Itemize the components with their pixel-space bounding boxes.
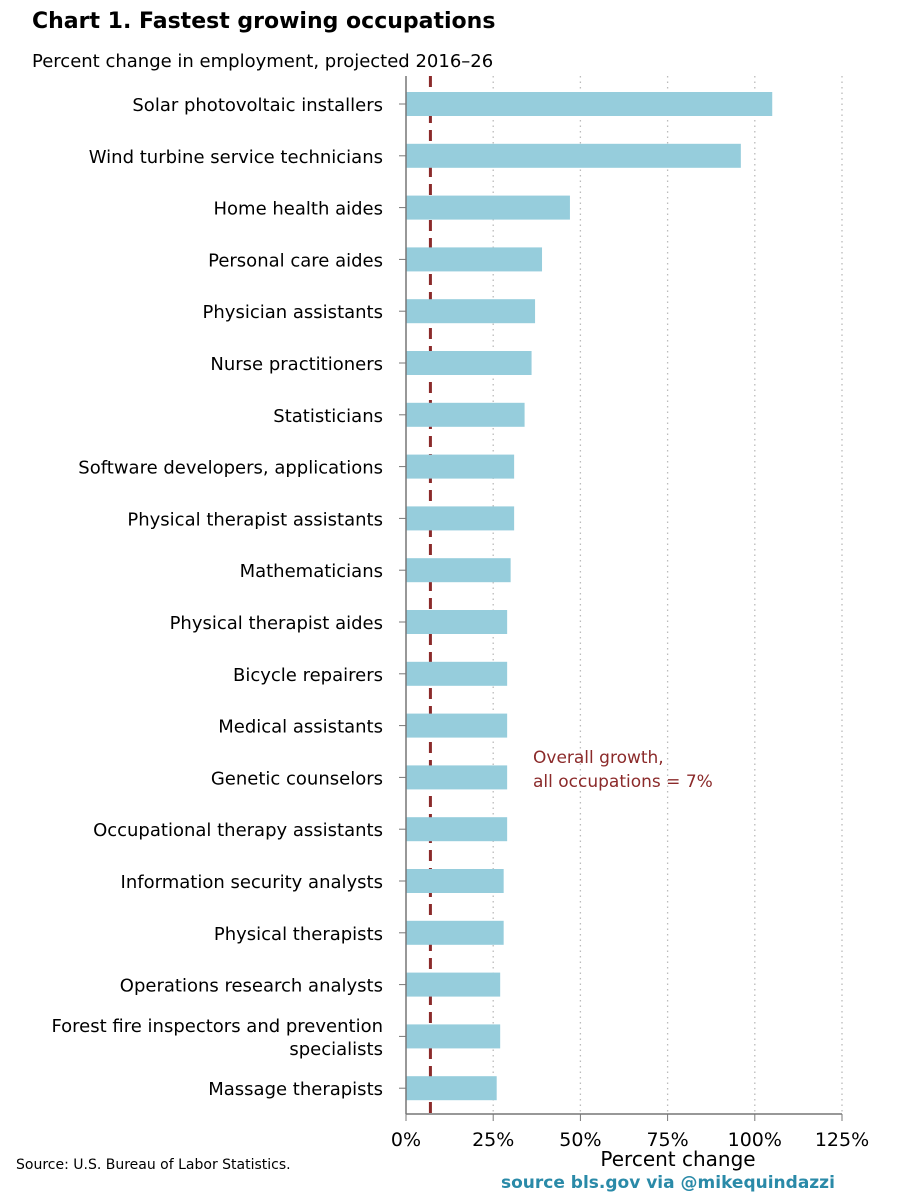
reference-annotation: Overall growth,	[533, 748, 664, 768]
x-tick-label: 125%	[815, 1129, 869, 1151]
bar	[406, 454, 515, 479]
bar	[406, 869, 504, 893]
credit-text: source bls.gov via @mikequindazzi	[501, 1173, 835, 1193]
category-label: Operations research analysts	[120, 976, 383, 997]
x-tick-label: 25%	[472, 1129, 514, 1151]
x-tick-label: 100%	[728, 1129, 782, 1151]
category-label: Software developers, applications	[78, 458, 383, 479]
bar	[406, 351, 532, 375]
x-axis-title: Percent change	[600, 1147, 755, 1171]
category-label: Personal care aides	[208, 250, 383, 271]
x-tick-label: 50%	[559, 1129, 601, 1151]
bar	[406, 817, 508, 842]
category-label: specialists	[289, 1039, 383, 1060]
category-label: Medical assistants	[218, 717, 383, 738]
category-label: Bicycle repairers	[233, 665, 383, 686]
bar	[406, 247, 543, 272]
category-label: Nurse practitioners	[210, 354, 383, 375]
bar	[406, 92, 773, 116]
bar	[406, 402, 525, 427]
source-note: Source: U.S. Bureau of Labor Statistics.	[16, 1157, 291, 1173]
category-label: Physical therapists	[214, 924, 383, 945]
reference-annotation: all occupations = 7%	[533, 772, 713, 792]
category-label: Physician assistants	[203, 302, 383, 323]
bar	[406, 920, 504, 945]
category-label: Wind turbine service technicians	[89, 147, 383, 168]
bar	[406, 558, 511, 583]
bar	[406, 765, 508, 790]
category-label: Home health aides	[214, 199, 384, 220]
bar	[406, 143, 741, 168]
category-label: Massage therapists	[208, 1079, 383, 1100]
category-label: Solar photovoltaic installers	[132, 95, 383, 116]
chart-subtitle: Percent change in employment, projected …	[32, 51, 494, 72]
category-label: Information security analysts	[121, 872, 383, 893]
bar	[406, 506, 515, 531]
category-label: Mathematicians	[240, 561, 383, 582]
category-label: Statisticians	[273, 406, 383, 427]
bar	[406, 1024, 501, 1049]
bar	[406, 661, 508, 686]
bar	[406, 1076, 497, 1101]
category-label: Occupational therapy assistants	[93, 820, 383, 841]
bar	[406, 610, 508, 634]
x-tick-label: 75%	[646, 1129, 688, 1151]
category-label: Forest fire inspectors and prevention	[51, 1016, 383, 1037]
category-label: Physical therapist aides	[170, 613, 383, 634]
category-label: Physical therapist assistants	[127, 509, 383, 530]
bar	[406, 972, 501, 997]
category-label: Genetic counselors	[211, 768, 383, 789]
bar	[406, 299, 536, 324]
x-tick-label: 0%	[391, 1129, 421, 1151]
bar	[406, 195, 570, 220]
bar	[406, 713, 508, 738]
chart-title: Chart 1. Fastest growing occupations	[32, 9, 496, 34]
